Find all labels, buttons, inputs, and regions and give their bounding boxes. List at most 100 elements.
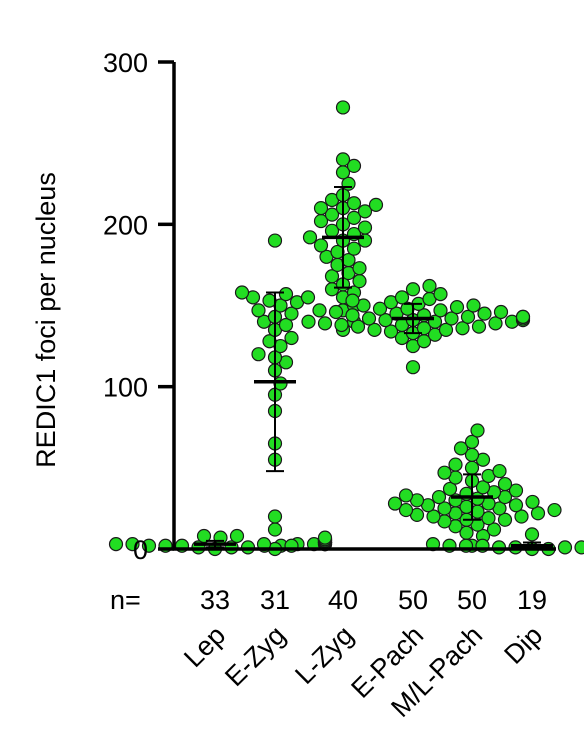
data-point xyxy=(302,230,318,245)
data-point xyxy=(433,303,448,318)
data-point xyxy=(398,488,414,503)
data-point xyxy=(334,317,349,333)
data-point xyxy=(324,269,340,284)
data-point xyxy=(357,220,373,235)
data-point xyxy=(278,287,294,302)
data-point xyxy=(300,290,316,305)
x-tick-label: Dip xyxy=(498,620,548,670)
x-tick-label: E-Zyg xyxy=(219,620,291,692)
data-point xyxy=(524,527,540,542)
data-point xyxy=(141,538,157,553)
data-point xyxy=(475,480,491,495)
data-point xyxy=(317,530,333,545)
y-tick-label: 300 xyxy=(103,48,148,78)
data-point xyxy=(530,506,546,521)
y-axis-title: REDIC1 foci per nucleus xyxy=(31,172,61,468)
data-point xyxy=(464,460,480,475)
data-point xyxy=(387,496,403,511)
data-point xyxy=(278,317,294,333)
n-count-label: 31 xyxy=(260,585,290,615)
data-point xyxy=(508,498,524,513)
data-point xyxy=(574,540,584,555)
data-point xyxy=(497,512,513,527)
n-count-label: 40 xyxy=(328,585,358,615)
data-point xyxy=(346,196,362,211)
data-points-layer xyxy=(108,100,584,557)
y-tick-label: 200 xyxy=(103,210,148,240)
data-point xyxy=(515,309,531,324)
data-point xyxy=(346,241,362,256)
data-point xyxy=(525,494,540,510)
data-point xyxy=(284,306,299,321)
data-point xyxy=(361,311,377,326)
data-point xyxy=(335,100,351,115)
data-point xyxy=(431,489,447,505)
data-point xyxy=(317,316,333,331)
axes-layer: 33Lep31E-Zyg40L-Zyg50E-Pach50M/L-Pach19D… xyxy=(103,48,556,723)
data-point xyxy=(433,287,448,302)
data-point xyxy=(352,261,367,276)
data-point xyxy=(251,347,266,362)
data-point xyxy=(251,303,266,318)
data-point xyxy=(437,501,452,516)
data-point xyxy=(267,522,283,537)
data-point xyxy=(477,306,492,321)
data-point xyxy=(108,537,124,552)
data-point xyxy=(422,278,437,294)
data-point xyxy=(453,441,469,456)
data-point xyxy=(350,319,366,334)
data-point xyxy=(284,330,299,346)
data-point xyxy=(267,233,283,248)
data-point xyxy=(460,309,476,324)
data-point xyxy=(328,304,344,320)
data-point xyxy=(488,316,503,331)
data-point xyxy=(301,314,316,329)
data-point xyxy=(394,290,410,305)
n-count-label: 33 xyxy=(200,585,230,615)
data-point xyxy=(455,321,470,336)
data-point xyxy=(125,537,140,552)
data-point xyxy=(313,238,329,253)
data-point xyxy=(493,304,509,320)
data-point xyxy=(335,152,351,167)
data-point xyxy=(449,300,465,315)
data-point xyxy=(466,298,481,313)
n-count-label: 50 xyxy=(398,585,428,615)
data-point xyxy=(346,210,362,225)
data-point xyxy=(372,301,388,316)
mean-sd-bars-layer xyxy=(194,185,553,549)
data-point xyxy=(405,282,421,297)
data-point xyxy=(324,207,340,222)
data-point xyxy=(383,324,399,339)
data-point xyxy=(437,465,452,480)
data-point xyxy=(442,481,458,497)
data-point xyxy=(514,509,529,524)
data-point xyxy=(229,528,245,544)
data-point xyxy=(312,303,327,318)
data-point xyxy=(405,360,421,375)
n-count-label: 19 xyxy=(517,585,547,615)
data-point xyxy=(481,511,496,526)
data-point xyxy=(497,476,513,492)
data-point xyxy=(267,509,283,524)
data-point xyxy=(313,201,329,216)
data-point xyxy=(470,423,485,438)
x-tick-label: Lep xyxy=(178,620,231,673)
data-point xyxy=(448,457,463,472)
data-point xyxy=(345,293,360,308)
data-point xyxy=(345,308,360,323)
data-point xyxy=(547,502,562,518)
data-point xyxy=(508,483,524,498)
data-point xyxy=(346,158,362,173)
data-point xyxy=(438,322,454,337)
data-point xyxy=(492,463,507,479)
y-tick-label: 0 xyxy=(133,535,148,565)
data-point xyxy=(557,540,573,555)
data-point xyxy=(398,502,414,518)
data-point xyxy=(357,204,373,219)
n-count-label: 50 xyxy=(457,585,487,615)
data-point xyxy=(486,522,502,537)
data-point xyxy=(426,509,441,524)
data-point xyxy=(234,285,250,300)
